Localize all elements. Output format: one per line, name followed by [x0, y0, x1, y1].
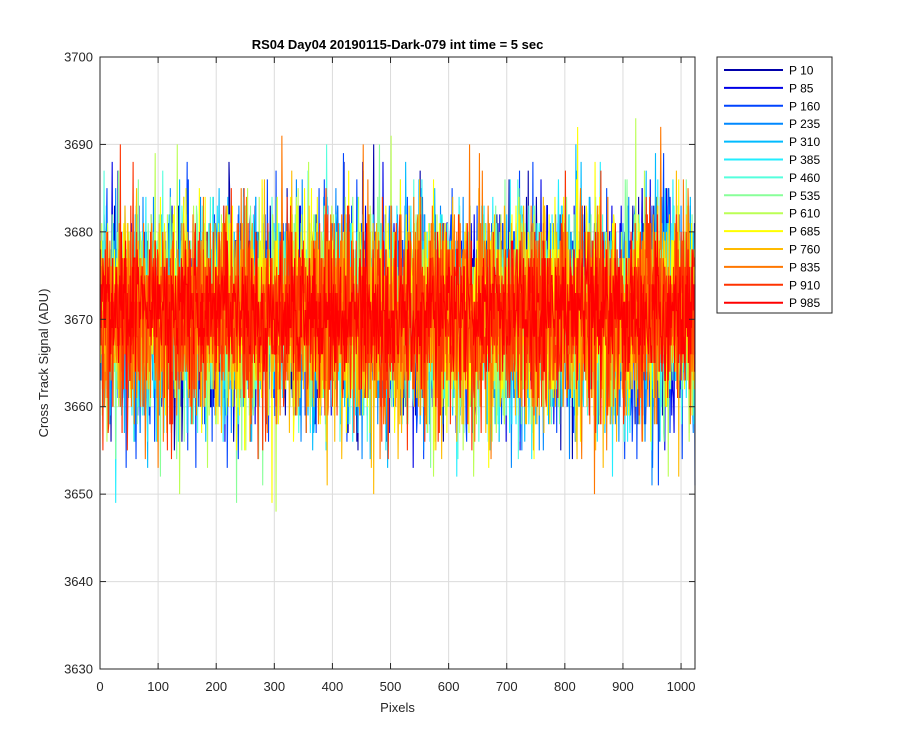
- legend-label: P 385: [789, 153, 820, 167]
- series-layer: [100, 118, 696, 512]
- x-tick-label: 600: [438, 679, 460, 694]
- x-tick-label: 1000: [667, 679, 696, 694]
- legend-label: P 460: [789, 171, 820, 185]
- y-tick-label: 3640: [64, 574, 93, 589]
- x-tick-label: 800: [554, 679, 576, 694]
- legend-label: P 160: [789, 99, 820, 113]
- y-tick-label: 3650: [64, 487, 93, 502]
- series-line: [100, 214, 696, 425]
- legend-label: P 685: [789, 225, 820, 239]
- x-axis-label: Pixels: [380, 700, 415, 715]
- legend-label: P 85: [789, 81, 814, 95]
- x-tick-label: 400: [322, 679, 344, 694]
- x-tick-label: 0: [96, 679, 103, 694]
- ticks: 0 100 200 300 400 500 600 700 800 900 1000 3630 3640…: [64, 50, 695, 695]
- x-tick-label: 700: [496, 679, 518, 694]
- y-tick-label: 3680: [64, 224, 93, 239]
- legend-label: P 760: [789, 243, 820, 257]
- x-tick-label: 200: [205, 679, 227, 694]
- legend-label: P 985: [789, 296, 820, 310]
- x-tick-label: 100: [147, 679, 169, 694]
- x-tick-label: 900: [612, 679, 634, 694]
- x-tick-label: 500: [380, 679, 402, 694]
- y-tick-label: 3660: [64, 399, 93, 414]
- plot-frame: [99, 56, 696, 670]
- x-tick-label: 300: [263, 679, 285, 694]
- chart-title: RS04 Day04 20190115-Dark-079 int time = …: [252, 37, 544, 52]
- y-tick-label: 3670: [64, 312, 93, 327]
- legend-label: P 610: [789, 207, 820, 221]
- legend-box: [716, 56, 833, 314]
- legend-label: P 10: [789, 64, 814, 78]
- y-axis-label: Cross Track Signal (ADU): [36, 289, 51, 438]
- legend-label: P 310: [789, 135, 820, 149]
- legend-label: P 910: [789, 278, 820, 292]
- y-tick-label: 3630: [64, 662, 93, 677]
- y-tick-label: 3700: [64, 50, 93, 65]
- legend: P 10 P 85 P 160 P 235 P 310 P 385 P 460 P 535 P …: [716, 56, 833, 314]
- legend-label: P 235: [789, 117, 820, 131]
- legend-label: P 835: [789, 260, 820, 274]
- legend-label: P 535: [789, 189, 820, 203]
- legend-items: P 10 P 85 P 160 P 235 P 310 P 385 P 460 P 535 P …: [724, 64, 820, 310]
- y-tick-label: 3690: [64, 137, 93, 152]
